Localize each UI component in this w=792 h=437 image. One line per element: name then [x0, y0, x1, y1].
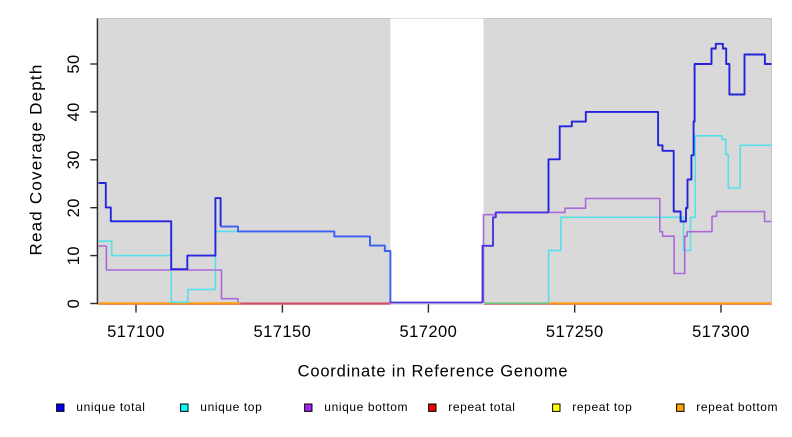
svg-text:30: 30	[65, 150, 83, 169]
svg-text:unique total: unique total	[76, 400, 145, 414]
svg-text:repeat total: repeat total	[448, 400, 515, 414]
svg-text:517100: 517100	[107, 323, 165, 341]
svg-text:unique top: unique top	[200, 400, 262, 414]
svg-text:0: 0	[65, 299, 83, 309]
svg-text:20: 20	[65, 198, 83, 217]
svg-text:10: 10	[65, 246, 83, 265]
svg-text:517150: 517150	[254, 323, 312, 341]
svg-text:unique bottom: unique bottom	[324, 400, 408, 414]
svg-text:517300: 517300	[692, 323, 750, 341]
svg-text:40: 40	[65, 102, 83, 121]
svg-text:50: 50	[65, 54, 83, 73]
svg-text:517200: 517200	[400, 323, 458, 341]
svg-text:repeat bottom: repeat bottom	[696, 400, 778, 414]
svg-text:Coordinate in Reference Genome: Coordinate in Reference Genome	[298, 363, 569, 381]
svg-text:517250: 517250	[546, 323, 604, 341]
svg-text:Read Coverage Depth: Read Coverage Depth	[27, 64, 46, 256]
svg-text:repeat top: repeat top	[572, 400, 632, 414]
